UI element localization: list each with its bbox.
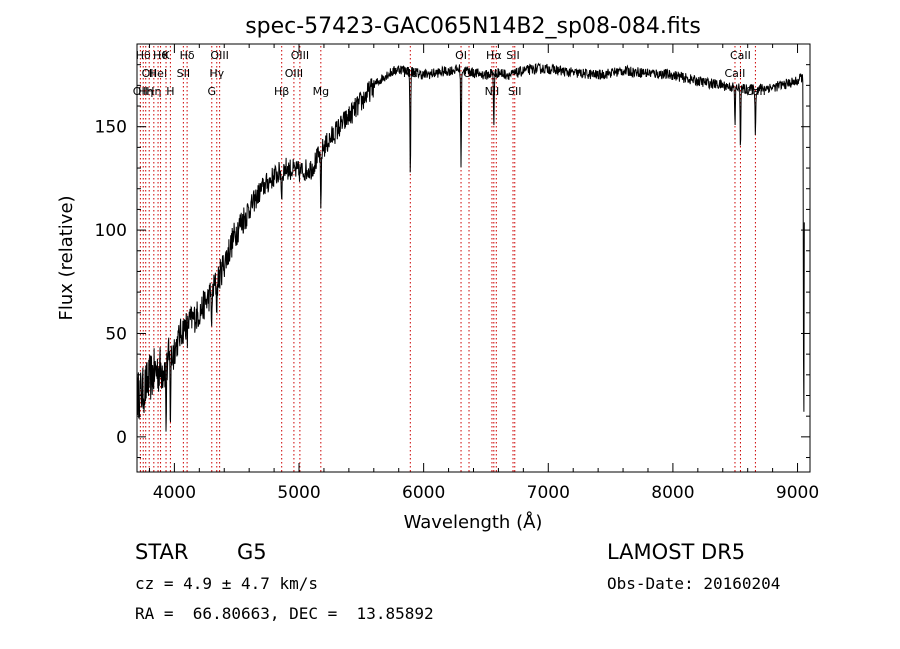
spectrum-line: [137, 62, 805, 432]
x-tick-label: 4000: [153, 483, 196, 503]
observation-date: Obs-Date: 20160204: [607, 574, 781, 593]
x-tick-label: 8000: [651, 483, 694, 503]
spectral-line-label: OI: [455, 49, 467, 62]
survey-name: LAMOST DR5: [607, 540, 746, 564]
spectral-line-label: Hη: [146, 85, 161, 98]
chart-title: spec-57423-GAC065N14B2_sp08-084.fits: [245, 14, 701, 39]
spectral-line-label: SII: [508, 85, 521, 98]
redshift-readout: cz = 4.9 ± 4.7 km/s: [135, 574, 319, 593]
coordinates-readout: RA = 66.80663, DEC = 13.85892: [135, 604, 434, 623]
spectral-line-label: OIII: [291, 49, 309, 62]
spectral-subclass: G5: [237, 540, 267, 564]
spectral-line-label: Hβ: [274, 85, 289, 98]
spectral-line-label: G: [208, 85, 217, 98]
spectral-line-label: Hθ: [136, 49, 151, 62]
y-tick-label: 50: [105, 324, 127, 344]
spectral-line-label: NII: [485, 85, 500, 98]
x-tick-label: 9000: [776, 483, 819, 503]
spectral-line-label: SII: [506, 49, 519, 62]
spectral-line-label: OIII: [285, 67, 303, 80]
x-tick-label: 5000: [277, 483, 320, 503]
y-tick-label: 150: [95, 118, 127, 138]
spectral-line-label: SII: [177, 67, 190, 80]
spectrum-series: [137, 62, 805, 432]
x-tick-label: 7000: [527, 483, 570, 503]
spectral-line-label: OII: [142, 67, 157, 80]
x-tick-label: 6000: [402, 483, 445, 503]
spectral-line-label: CaII: [730, 49, 751, 62]
y-axis-label: Flux (relative): [56, 195, 77, 320]
y-tick-label: 100: [95, 221, 127, 241]
spectral-line-markers: OIIHθHηOIIHηHeIHθKHSIIHδGHγOIIIHβOIIIOII…: [133, 46, 766, 472]
spectral-line-label: K: [162, 49, 170, 62]
x-axis: 4000 5000 6000 7000 8000 9000: [148, 44, 819, 503]
spectral-line-label: Hδ: [180, 49, 195, 62]
spectral-line-label: Hγ: [209, 67, 224, 80]
spectral-line-label: OIII: [210, 49, 228, 62]
spectral-line-label: H: [166, 85, 174, 98]
spectral-line-label: HeI: [149, 67, 167, 80]
plot-frame: [136, 43, 811, 473]
spectral-line-label: CaII: [725, 67, 746, 80]
spectral-line-label: Hθ: [153, 49, 168, 62]
object-class: STAR: [135, 540, 189, 564]
spectral-line-label: Hα: [486, 49, 502, 62]
y-axis: 0 50 100 150: [95, 64, 810, 459]
spectral-line-label: Mg: [313, 85, 329, 98]
y-tick-label: 0: [116, 428, 127, 448]
x-axis-label: Wavelength (Å): [404, 511, 543, 533]
